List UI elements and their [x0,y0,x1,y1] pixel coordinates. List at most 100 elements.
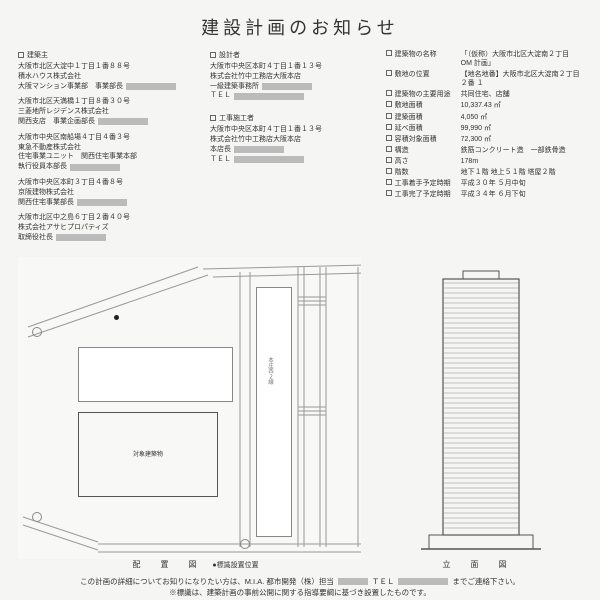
checkbox-icon [386,113,392,119]
designer-header-text: 設計者 [219,50,240,60]
spec-label: 建築物の主要用途 [386,90,461,99]
owners-column: 建築主 大阪市北区大淀中１丁目１番８８号 積水ハウス株式会社 大阪マンション事業… [18,50,198,249]
redacted [398,578,448,585]
addr: 大阪市北区大淀中１丁目１番８８号 [18,62,198,72]
tel-label: ＴＥＬ [210,155,231,165]
redacted [262,83,312,90]
checkbox-icon [386,135,392,141]
checkbox-icon [386,50,392,56]
spec-label: 敷地面積 [386,101,461,110]
company: 東急不動産株式会社 [18,143,198,153]
spec-row: 高さ 178m [386,157,582,166]
street-label: 本庄西２線 [266,357,274,385]
spec-row: 建築面積4,050 ㎡ [386,113,582,122]
footer: この計画の詳細についてお知りになりたい方は、M.I.A. 都市開発（株）担当 Ｔ… [0,570,600,599]
redacted [77,199,127,206]
spec-label: 工事着手予定時期 [386,179,461,188]
spec-label: 敷地の位置 [386,70,461,88]
tower-svg [421,263,541,553]
spec-row: 建築物の名称「（仮称）大阪市北区大淀南２丁目 OM 計画」 [386,50,582,68]
owners-header-text: 建築主 [27,50,48,60]
spec-label: 高さ [386,157,461,166]
contractor-entry: 大阪市中央区本町４丁目１番１３号 株式会社竹中工務店大阪本店 本店長 ＴＥＬ [210,125,374,164]
footer-line-1: この計画の詳細についてお知りになりたい方は、M.I.A. 都市開発（株）担当 Ｔ… [80,576,520,587]
spec-label-text: 工事完了予定時期 [395,190,451,199]
spec-value: 【地名地番】大阪市北区大淀南２丁目２番 １ [461,70,582,88]
owners-header: 建築主 [18,50,198,60]
site-plan-lines [18,257,361,559]
target-building-label: 対象建築物 [79,449,217,458]
spec-label-text: 階数 [395,168,409,177]
company: 京阪建物株式会社 [18,188,198,198]
redacted [338,578,368,585]
spec-value: 178m [461,157,582,166]
spec-row: 階数 地下１階 地上５１階 塔屋２階 [386,168,582,177]
spec-label-text: 敷地の位置 [395,70,430,79]
info-grid: 建築主 大阪市北区大淀中１丁目１番８８号 積水ハウス株式会社 大阪マンション事業… [0,50,600,249]
spec-row: 工事完了予定時期 平成３４年 ６月下旬 [386,190,582,199]
spec-label: 容積対象面積 [386,135,461,144]
spec-label-text: 容積対象面積 [395,135,437,144]
spec-row: 敷地の位置 【地名地番】大阪市北区大淀南２丁目２番 １ [386,70,582,88]
target-building: 対象建築物 [78,412,218,497]
designer-entry: 大阪市中央区本町４丁目１番１３号 株式会社竹中工務店大阪本店 一級建築事務所 Ｔ… [210,62,374,101]
block [256,287,292,537]
spec-value: 共同住宅、店舗 [461,90,582,99]
addr: 大阪市中央区南船場４丁目４番３号 [18,133,198,143]
intersection-circle [240,539,250,549]
company: 株式会社竹中工務店大阪本店 [210,135,374,145]
spec-value: 平成３０年 ５月中旬 [461,179,582,188]
redacted [234,146,284,153]
designer-header: 設計者 [210,50,374,60]
redacted [98,118,148,125]
footer-text: この計画の詳細についてお知りになりたい方は、M.I.A. 都市開発（株）担当 [80,576,334,587]
spec-label-text: 工事着手予定時期 [395,179,451,188]
company: 積水ハウス株式会社 [18,72,198,82]
spec-row: 工事着手予定時期 平成３０年 ５月中旬 [386,179,582,188]
spec-value: 99,990 ㎡ [461,124,582,133]
role: 大阪マンション事業部 事業部長 [18,82,123,92]
role: 執行役員本部長 [18,162,67,172]
redacted [126,83,176,90]
site-plan-caption: 配 置 図 [132,560,202,569]
checkbox-icon [210,52,216,58]
redacted [70,164,120,171]
contractor-header: 工事施工者 [210,113,374,123]
spec-label: 工事完了予定時期 [386,190,461,199]
elevation-view [381,257,582,559]
diagrams-row: 対象建築物 本庄西２線 [0,249,600,559]
spec-label-text: 高さ [395,157,409,166]
owner-entry: 大阪市中央区南船場４丁目４番３号 東急不動産株式会社 住宅事業ユニット 関西住宅… [18,133,198,172]
intersection-circle [32,327,42,337]
footer-tel-label: ＴＥＬ [372,576,395,587]
spec-row: 容積対象面積72,300 ㎡ [386,135,582,144]
footer-text: までご連絡下さい。 [452,576,520,587]
addr: 大阪市中央区本町４丁目１番１３号 [210,62,374,72]
spec-value: 平成３４年 ６月下旬 [461,190,582,199]
role: 本店長 [210,145,231,155]
redacted [56,234,106,241]
spec-value: 鉄筋コンクリート造 一部鉄骨造 [461,146,582,155]
spec-label-text: 延べ面積 [395,124,423,133]
checkbox-icon [386,157,392,163]
spec-label-text: 建築物の名称 [395,50,437,59]
footer-line-2: ※標識は、建築計画の事前公開に関する指導要綱に基づき設置したものです。 [18,587,582,598]
caption-row: 配 置 図 ●標識設置位置 立 面 図 [0,559,600,570]
block [78,347,233,402]
redacted [234,156,304,163]
spec-value: 地下１階 地上５１階 塔屋２階 [461,168,582,177]
marker-note: ●標識設置位置 [212,562,258,569]
site-plan: 対象建築物 本庄西２線 [18,257,361,559]
checkbox-icon [386,101,392,107]
role: 住宅事業ユニット 関西住宅事業本部 [18,152,198,162]
checkbox-icon [386,70,392,76]
spec-label: 階数 [386,168,461,177]
owner-entry: 大阪市北区天満橋１丁目８番３０号 三菱地所レジデンス株式会社 関西支店 事業企画… [18,97,198,126]
checkbox-icon [18,52,24,58]
company: 三菱地所レジデンス株式会社 [18,107,198,117]
addr: 大阪市中央区本町４丁目１番１３号 [210,125,374,135]
checkbox-icon [386,90,392,96]
checkbox-icon [386,168,392,174]
role: 関西支店 事業企画部長 [18,117,95,127]
owner-entry: 大阪市北区中之島６丁目２番４０号 株式会社アサヒプロパティズ 取締役社長 [18,213,198,242]
